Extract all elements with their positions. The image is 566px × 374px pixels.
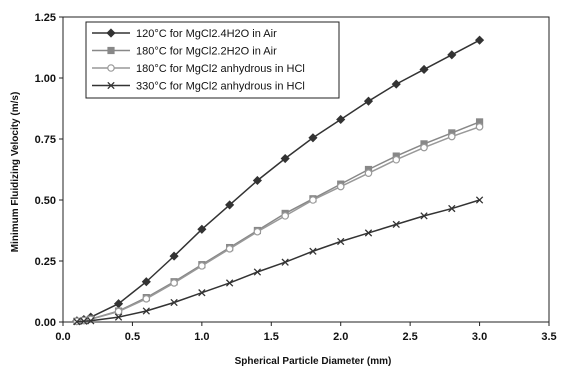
data-point bbox=[392, 80, 400, 88]
data-point bbox=[393, 157, 399, 163]
y-tick-label: 1.25 bbox=[35, 12, 56, 24]
data-point bbox=[420, 65, 428, 73]
x-tick-label: 3.0 bbox=[472, 331, 487, 343]
legend-label: 180°C for MgCl2.2H2O in Air bbox=[136, 46, 277, 58]
data-point bbox=[310, 197, 316, 203]
legend-label: 120°C for MgCl2.4H2O in Air bbox=[136, 28, 277, 40]
legend-label: 330°C for MgCl2 anhydrous in HCl bbox=[136, 81, 305, 93]
data-point bbox=[143, 296, 149, 302]
data-point bbox=[171, 280, 177, 286]
data-point bbox=[365, 170, 371, 176]
x-tick-label: 1.0 bbox=[194, 331, 209, 343]
data-point bbox=[226, 246, 232, 252]
data-point bbox=[115, 308, 121, 314]
x-tick-labels: 0.0 0.5 1.0 1.5 2.0 2.5 3.0 3.5 bbox=[55, 331, 556, 343]
data-point bbox=[476, 36, 484, 44]
data-point bbox=[476, 124, 482, 130]
y-tick-label: 0.50 bbox=[35, 195, 56, 207]
y-tick-label: 0.00 bbox=[35, 317, 56, 329]
legend-marker bbox=[108, 47, 114, 53]
y-tick-label: 1.00 bbox=[35, 73, 56, 85]
y-axis-title: Minimum Fluidizing Velocity (m/s) bbox=[10, 92, 21, 253]
x-tick-label: 1.5 bbox=[264, 331, 279, 343]
x-tick-label: 0.5 bbox=[125, 331, 140, 343]
series-line bbox=[77, 122, 480, 321]
data-point bbox=[364, 97, 372, 105]
y-tick-labels: 0.00 0.25 0.50 0.75 1.00 1.25 bbox=[35, 12, 56, 329]
x-tick-label: 2.0 bbox=[333, 331, 348, 343]
data-point bbox=[338, 183, 344, 189]
series-line bbox=[77, 127, 480, 321]
y-tick-label: 0.25 bbox=[35, 256, 56, 268]
data-point bbox=[282, 213, 288, 219]
y-tick-label: 0.75 bbox=[35, 134, 56, 146]
legend: 120°C for MgCl2.4H2O in Air 180°C for MgC… bbox=[86, 22, 339, 98]
x-tick-label: 3.5 bbox=[541, 331, 556, 343]
data-point bbox=[337, 115, 345, 123]
legend-label: 180°C for MgCl2 anhydrous in HCl bbox=[136, 63, 305, 75]
x-tick-label: 0.0 bbox=[55, 331, 70, 343]
data-point bbox=[449, 133, 455, 139]
series-3 bbox=[74, 124, 483, 325]
series-4 bbox=[74, 197, 483, 325]
x-tick-label: 2.5 bbox=[402, 331, 417, 343]
legend-marker bbox=[108, 65, 114, 71]
data-point bbox=[421, 144, 427, 150]
data-point bbox=[448, 51, 456, 59]
x-axis-title: Spherical Particle Diameter (mm) bbox=[235, 356, 392, 367]
data-point bbox=[199, 263, 205, 269]
data-point bbox=[254, 229, 260, 235]
